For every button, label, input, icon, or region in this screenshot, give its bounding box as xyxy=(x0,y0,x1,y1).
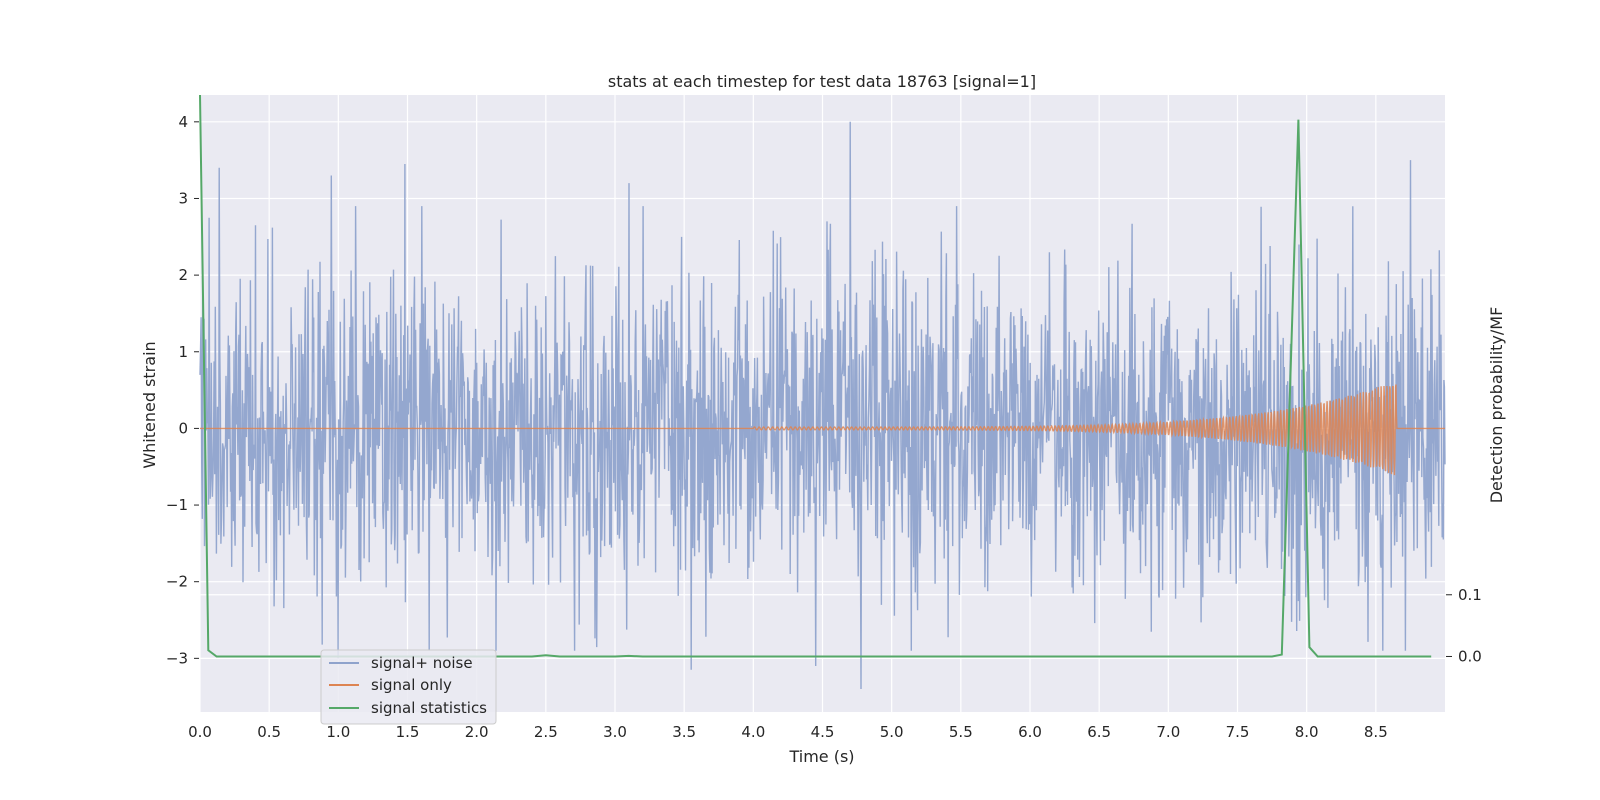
x-tick-label: 4.5 xyxy=(811,723,835,741)
x-tick-label: 8.5 xyxy=(1364,723,1388,741)
legend-label-signal-statistics: signal statistics xyxy=(371,699,487,717)
x-axis-ticks: 0.0 0.5 1.0 1.5 2.0 2.5 3.0 3.5 4.0 4.5 5.0 5.5 6.0 6… xyxy=(188,723,1388,741)
x-axis-label: Time (s) xyxy=(788,747,854,766)
y2-tick-label: 0.1 xyxy=(1458,586,1482,604)
legend-label-signal-noise: signal+ noise xyxy=(371,654,473,672)
y2-tick-label: 0.0 xyxy=(1458,647,1482,665)
y-tick-label: 0 xyxy=(178,419,188,437)
y-tick-label: 2 xyxy=(178,266,188,284)
x-tick-label: 2.0 xyxy=(465,723,489,741)
x-tick-label: 0.0 xyxy=(188,723,212,741)
signal-noise-line xyxy=(199,121,1446,690)
chart-title: stats at each timestep for test data 187… xyxy=(608,72,1036,91)
series-signal-only xyxy=(200,384,1445,476)
x-tick-label: 4.0 xyxy=(741,723,765,741)
legend-box xyxy=(320,649,497,725)
signal-only-line xyxy=(200,384,1445,476)
x-tick-label: 5.0 xyxy=(880,723,904,741)
y-tick-label: 4 xyxy=(178,113,188,131)
x-tick-label: 1.5 xyxy=(396,723,420,741)
x-tick-label: 0.5 xyxy=(257,723,281,741)
x-tick-label: 6.0 xyxy=(1018,723,1042,741)
y-tick-label: 3 xyxy=(178,189,188,207)
x-tick-label: 5.5 xyxy=(949,723,973,741)
y-axis-label: Whitened strain xyxy=(140,341,159,468)
x-tick-label: 7.0 xyxy=(1156,723,1180,741)
y-tick-label: −3 xyxy=(166,649,188,667)
x-tick-label: 2.5 xyxy=(534,723,558,741)
y-tick-label: 1 xyxy=(178,343,188,361)
y2-axis-ticks: 0.1 0.0 xyxy=(1446,586,1482,665)
legend: signal+ noise signal only signal statist… xyxy=(320,649,497,725)
series-signal-noise xyxy=(199,121,1446,690)
x-tick-label: 3.5 xyxy=(672,723,696,741)
y-axis-ticks: 4 3 2 1 0 −1 −2 −3 xyxy=(166,113,199,667)
x-tick-label: 3.0 xyxy=(603,723,627,741)
y-tick-label: −1 xyxy=(166,496,188,514)
legend-label-signal-only: signal only xyxy=(371,676,452,694)
y-tick-label: −2 xyxy=(166,573,188,591)
x-tick-label: 6.5 xyxy=(1087,723,1111,741)
x-tick-label: 1.0 xyxy=(326,723,350,741)
y2-axis-label: Detection probability/MF xyxy=(1487,307,1506,504)
x-tick-label: 8.0 xyxy=(1295,723,1319,741)
x-tick-label: 7.5 xyxy=(1226,723,1250,741)
